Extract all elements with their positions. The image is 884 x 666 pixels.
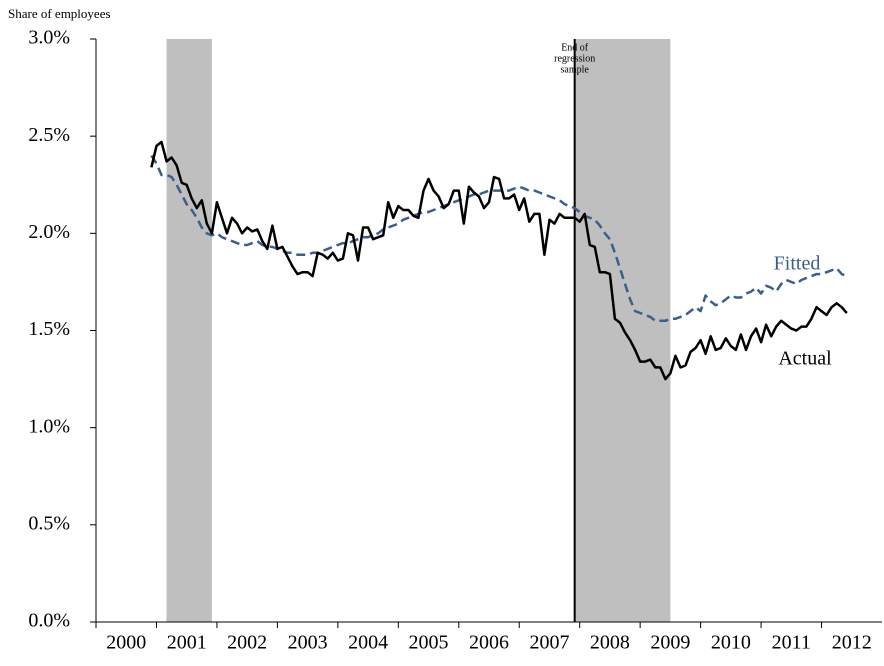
x-tick-label: 2001	[167, 632, 207, 654]
recession-shade	[574, 39, 671, 622]
x-tick-label: 2004	[348, 632, 388, 654]
x-tick-label: 2002	[227, 632, 267, 654]
annotation-text: regression	[554, 53, 595, 64]
x-tick-label: 2007	[529, 632, 569, 654]
y-tick-label: 0.5%	[28, 512, 70, 534]
x-tick-label: 2003	[288, 632, 328, 654]
y-tick-label: 0.0%	[28, 610, 70, 632]
series-line	[150, 140, 848, 381]
annotation-text: sample	[561, 64, 590, 75]
x-tick-label: 2006	[469, 632, 509, 654]
series-line	[150, 154, 848, 323]
x-tick-label: 2008	[590, 632, 630, 654]
x-tick-label: 2005	[409, 632, 449, 654]
x-tick-label: 2010	[711, 632, 751, 654]
y-tick-label: 1.0%	[28, 415, 70, 437]
recession-shade	[166, 39, 212, 622]
y-tick-label: 1.5%	[28, 318, 70, 340]
series-label: Fitted	[774, 253, 821, 275]
y-tick-label: 2.5%	[28, 124, 70, 146]
y-tick-label: 2.0%	[28, 221, 70, 243]
series-label: Actual	[778, 348, 832, 370]
y-tick-label: 3.0%	[28, 27, 70, 49]
x-tick-label: 2011	[772, 632, 811, 654]
annotation-text: End of	[561, 42, 589, 53]
x-tick-label: 2012	[832, 632, 872, 654]
y-axis-label: Share of employees	[8, 6, 111, 21]
x-tick-label: 2009	[650, 632, 690, 654]
x-tick-label: 2000	[106, 632, 146, 654]
